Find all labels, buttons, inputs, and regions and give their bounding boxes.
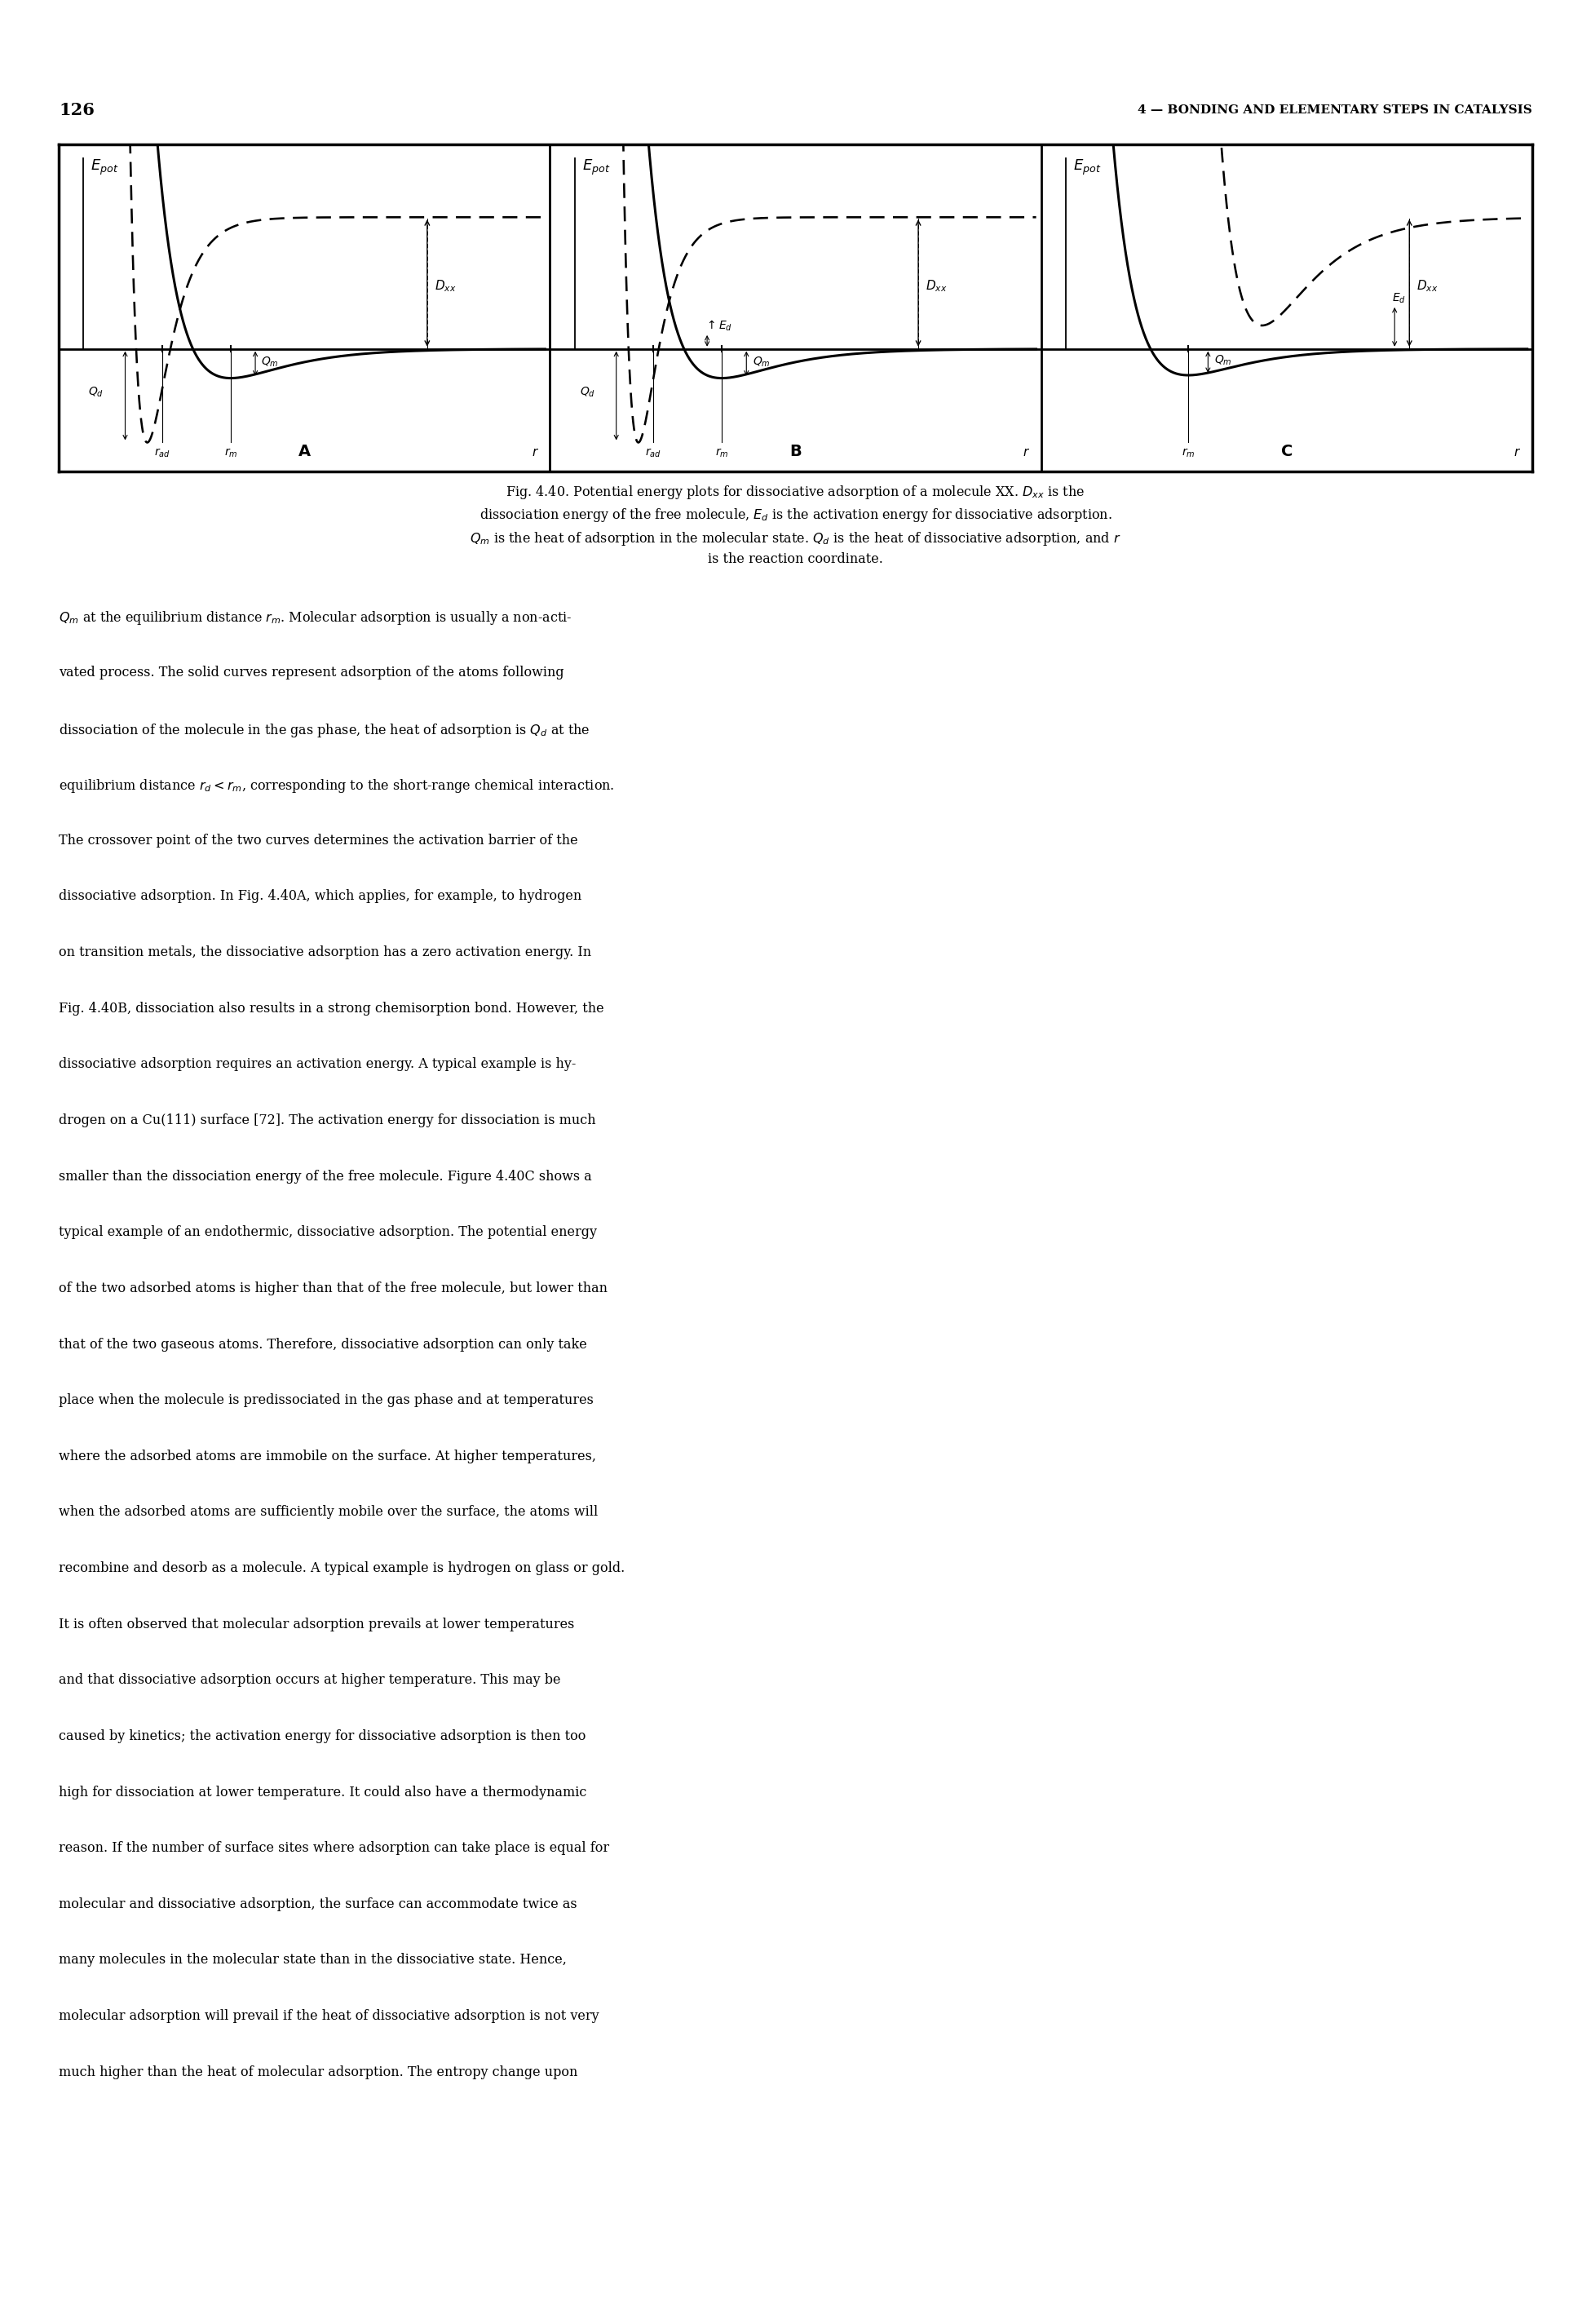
Text: $Q_m$ at the equilibrium distance $r_m$. Molecular adsorption is usually a non-a: $Q_m$ at the equilibrium distance $r_m$.… bbox=[59, 609, 573, 627]
Text: B: B bbox=[789, 444, 802, 458]
Text: $\uparrow E_d$: $\uparrow E_d$ bbox=[705, 318, 732, 332]
Text: 4 — BONDING AND ELEMENTARY STEPS IN CATALYSIS: 4 — BONDING AND ELEMENTARY STEPS IN CATA… bbox=[1138, 105, 1532, 116]
Text: $Q_d$: $Q_d$ bbox=[89, 386, 103, 400]
Text: $r_m$: $r_m$ bbox=[1182, 446, 1195, 460]
Text: that of the two gaseous atoms. Therefore, dissociative adsorption can only take: that of the two gaseous atoms. Therefore… bbox=[59, 1336, 587, 1350]
Text: 126: 126 bbox=[59, 102, 94, 119]
Text: The crossover point of the two curves determines the activation barrier of the: The crossover point of the two curves de… bbox=[59, 834, 578, 848]
Text: It is often observed that molecular adsorption prevails at lower temperatures: It is often observed that molecular adso… bbox=[59, 1618, 574, 1631]
Text: $Q_m$: $Q_m$ bbox=[261, 356, 278, 370]
Text: $r$: $r$ bbox=[1513, 446, 1521, 458]
Text: molecular adsorption will prevail if the heat of dissociative adsorption is not : molecular adsorption will prevail if the… bbox=[59, 2010, 600, 2024]
Text: equilibrium distance $r_d < r_m$, corresponding to the short-range chemical inte: equilibrium distance $r_d < r_m$, corres… bbox=[59, 779, 614, 795]
Text: and that dissociative adsorption occurs at higher temperature. This may be: and that dissociative adsorption occurs … bbox=[59, 1673, 560, 1687]
Text: place when the molecule is predissociated in the gas phase and at temperatures: place when the molecule is predissociate… bbox=[59, 1394, 593, 1408]
Text: $E_{pot}$: $E_{pot}$ bbox=[582, 158, 609, 177]
Text: caused by kinetics; the activation energy for dissociative adsorption is then to: caused by kinetics; the activation energ… bbox=[59, 1729, 585, 1743]
Text: Fig. 4.40B, dissociation also results in a strong chemisorption bond. However, t: Fig. 4.40B, dissociation also results in… bbox=[59, 1002, 605, 1016]
Text: $E_d$: $E_d$ bbox=[1392, 293, 1406, 304]
Text: dissociation of the molecule in the gas phase, the heat of adsorption is $Q_d$ a: dissociation of the molecule in the gas … bbox=[59, 720, 590, 739]
Text: drogen on a Cu(111) surface [72]. The activation energy for dissociation is much: drogen on a Cu(111) surface [72]. The ac… bbox=[59, 1113, 597, 1127]
Text: on transition metals, the dissociative adsorption has a zero activation energy. : on transition metals, the dissociative a… bbox=[59, 946, 592, 960]
Text: when the adsorbed atoms are sufficiently mobile over the surface, the atoms will: when the adsorbed atoms are sufficiently… bbox=[59, 1506, 598, 1520]
Text: recombine and desorb as a molecule. A typical example is hydrogen on glass or go: recombine and desorb as a molecule. A ty… bbox=[59, 1562, 625, 1576]
Text: dissociative adsorption. In Fig. 4.40A, which applies, for example, to hydrogen: dissociative adsorption. In Fig. 4.40A, … bbox=[59, 890, 582, 904]
Text: high for dissociation at lower temperature. It could also have a thermodynamic: high for dissociation at lower temperatu… bbox=[59, 1785, 587, 1799]
Text: smaller than the dissociation energy of the free molecule. Figure 4.40C shows a: smaller than the dissociation energy of … bbox=[59, 1169, 592, 1183]
Text: of the two adsorbed atoms is higher than that of the free molecule, but lower th: of the two adsorbed atoms is higher than… bbox=[59, 1281, 608, 1294]
Text: $E_{pot}$: $E_{pot}$ bbox=[1072, 158, 1101, 177]
Text: vated process. The solid curves represent adsorption of the atoms following: vated process. The solid curves represen… bbox=[59, 665, 565, 679]
Text: $D_{xx}$: $D_{xx}$ bbox=[926, 279, 947, 293]
Text: $r$: $r$ bbox=[531, 446, 539, 458]
Text: $Q_m$: $Q_m$ bbox=[753, 356, 770, 370]
Text: $r_m$: $r_m$ bbox=[224, 446, 237, 460]
Text: $Q_m$: $Q_m$ bbox=[1214, 353, 1231, 367]
Text: $E_{pot}$: $E_{pot}$ bbox=[91, 158, 119, 177]
Text: Fig. 4.40. Potential energy plots for dissociative adsorption of a molecule XX. : Fig. 4.40. Potential energy plots for di… bbox=[469, 483, 1122, 567]
Text: A: A bbox=[298, 444, 310, 458]
Text: C: C bbox=[1281, 444, 1292, 458]
Text: where the adsorbed atoms are immobile on the surface. At higher temperatures,: where the adsorbed atoms are immobile on… bbox=[59, 1450, 597, 1464]
Text: molecular and dissociative adsorption, the surface can accommodate twice as: molecular and dissociative adsorption, t… bbox=[59, 1896, 578, 1910]
Text: $D_{xx}$: $D_{xx}$ bbox=[1416, 279, 1438, 293]
Text: $r_m$: $r_m$ bbox=[714, 446, 729, 460]
Text: $r$: $r$ bbox=[1023, 446, 1029, 458]
Text: reason. If the number of surface sites where adsorption can take place is equal : reason. If the number of surface sites w… bbox=[59, 1841, 609, 1855]
Text: dissociative adsorption requires an activation energy. A typical example is hy-: dissociative adsorption requires an acti… bbox=[59, 1057, 576, 1071]
Text: many molecules in the molecular state than in the dissociative state. Hence,: many molecules in the molecular state th… bbox=[59, 1952, 566, 1966]
Text: much higher than the heat of molecular adsorption. The entropy change upon: much higher than the heat of molecular a… bbox=[59, 2066, 578, 2080]
Text: $D_{xx}$: $D_{xx}$ bbox=[434, 279, 457, 293]
Text: $r_{ad}$: $r_{ad}$ bbox=[644, 446, 662, 460]
Text: $Q_d$: $Q_d$ bbox=[579, 386, 595, 400]
Text: $r_{ad}$: $r_{ad}$ bbox=[154, 446, 170, 460]
Text: typical example of an endothermic, dissociative adsorption. The potential energy: typical example of an endothermic, disso… bbox=[59, 1225, 597, 1239]
